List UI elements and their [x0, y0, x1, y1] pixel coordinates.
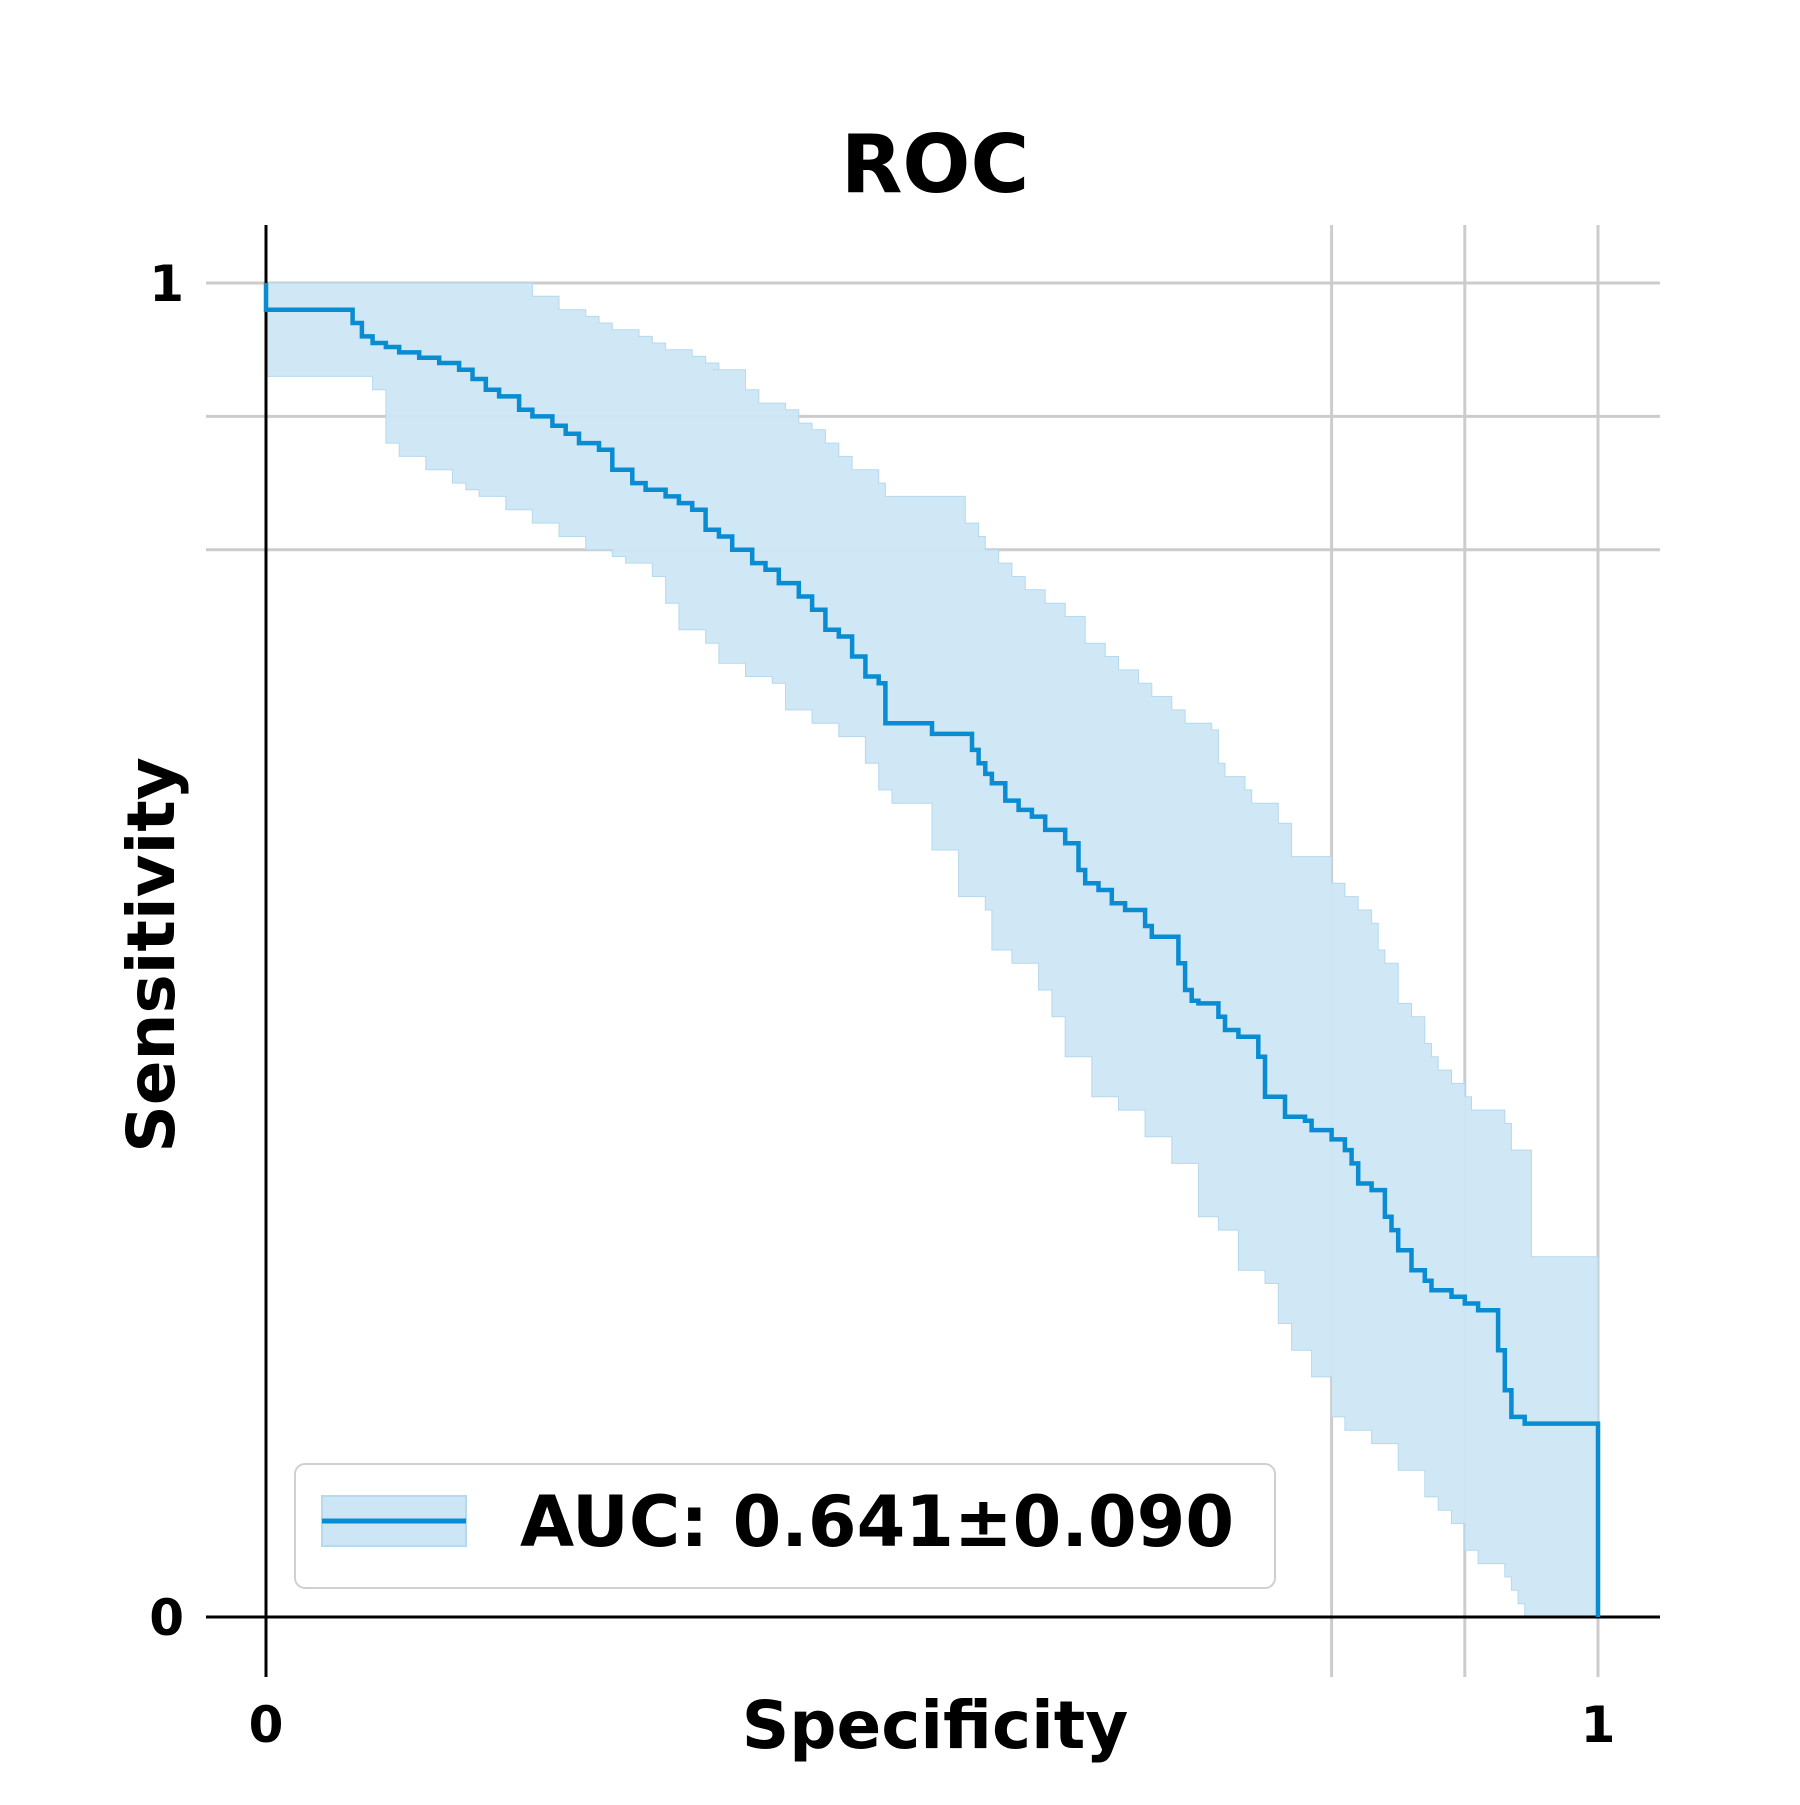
confidence-band-layer: [265, 282, 1599, 1618]
y-axis-label: Sensitivity: [113, 757, 190, 1153]
y-tick-label-0: 0: [149, 1589, 184, 1647]
roc-curve: [263, 283, 1601, 1617]
x-axis-label: Specificity: [742, 1687, 1129, 1764]
legend: AUC: 0.641±0.090: [294, 1463, 1276, 1589]
tick-labels-layer: 0 1 0 1: [149, 255, 1615, 1754]
legend-frame: [294, 1463, 1276, 1589]
axes-layer: [206, 225, 1660, 1677]
legend-label: AUC: 0.641±0.090: [520, 1481, 1234, 1563]
x-tick-label-0: 0: [249, 1696, 284, 1754]
chart-title: ROC: [841, 118, 1029, 211]
confidence-band: [265, 282, 1599, 1618]
roc-line-layer: [263, 283, 1601, 1617]
x-tick-label-1: 1: [1581, 1696, 1616, 1754]
y-tick-label-1: 1: [149, 255, 184, 313]
